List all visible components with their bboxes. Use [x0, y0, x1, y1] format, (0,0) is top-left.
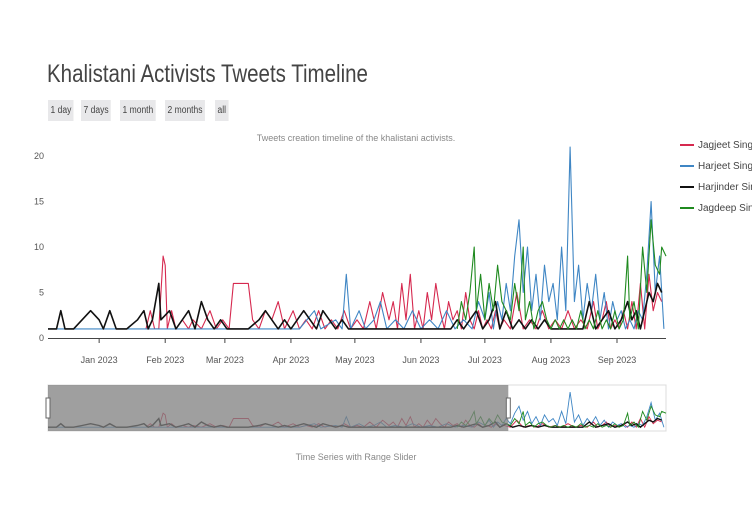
x-tick-label: Jul 2023: [468, 355, 502, 365]
legend-label[interactable]: Jagdeep Singh: [698, 203, 752, 214]
x-tick-label: Sep 2023: [598, 355, 637, 365]
range-button-1-month[interactable]: 1 month: [119, 100, 156, 121]
legend-label[interactable]: Jagjeet Singh: [698, 140, 752, 151]
range-slider-right-handle[interactable]: [505, 397, 511, 419]
chart-subtitle: Tweets creation timeline of the khalista…: [257, 133, 456, 143]
range-slider-mask: [48, 385, 509, 431]
y-tick-label: 10: [34, 242, 44, 252]
chart-footer: Time Series with Range Slider: [296, 452, 417, 462]
x-tick-label: May 2023: [335, 355, 375, 365]
y-tick-label: 5: [39, 288, 44, 298]
range-slider[interactable]: [45, 384, 667, 432]
page-title: Khalistani Activists Tweets Timeline: [47, 60, 368, 88]
x-tick-label: Apr 2023: [273, 355, 310, 365]
range-button-7-days[interactable]: 7 days: [81, 100, 112, 121]
x-axis: Jan 2023 Feb 2023 Mar 2023 Apr 2023 May 2023…: [81, 338, 637, 365]
plot-area: [48, 146, 667, 330]
x-tick-label: Aug 2023: [532, 355, 571, 365]
series-line-jagdeep-singh[interactable]: [456, 219, 667, 330]
x-tick-label: Mar 2023: [206, 355, 244, 365]
x-tick-label: Jun 2023: [402, 355, 439, 365]
range-selector: 1 day 7 days 1 month 2 months all: [48, 100, 231, 121]
y-tick-label: 15: [34, 197, 44, 207]
x-tick-label: Feb 2023: [146, 355, 184, 365]
series-line-harjeet-singh[interactable]: [48, 146, 665, 330]
legend: Jagjeet Singh Harjeet Singh Harjinder Sing…: [680, 140, 752, 214]
x-tick-label: Jan 2023: [81, 355, 118, 365]
y-tick-label: 0: [39, 333, 44, 343]
series-line-jagjeet-singh[interactable]: [145, 255, 663, 330]
range-button-1-day[interactable]: 1 day: [48, 100, 74, 121]
y-axis: 0 5 10 15 20: [34, 151, 44, 343]
legend-label[interactable]: Harjinder Singh: [698, 182, 752, 193]
range-button-2-months[interactable]: 2 months: [165, 100, 206, 121]
legend-label[interactable]: Harjeet Singh: [698, 161, 752, 172]
range-slider-left-handle[interactable]: [45, 397, 51, 419]
y-tick-label: 20: [34, 151, 44, 161]
range-button-all[interactable]: all: [215, 100, 229, 121]
